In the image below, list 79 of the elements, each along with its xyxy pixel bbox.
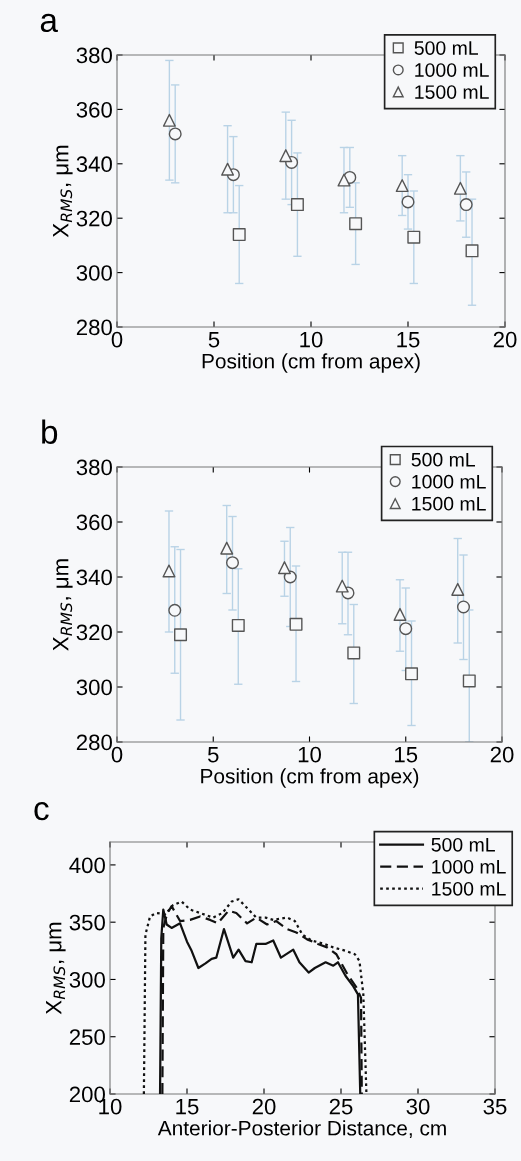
y-tick-label: 300: [76, 265, 112, 281]
point: [349, 217, 363, 231]
legend-label: 1000 mL: [415, 63, 489, 77]
legend-label: 500 mL: [414, 41, 478, 55]
legend-label: 1000 mL: [412, 474, 486, 489]
y-tick-label: 320: [76, 210, 112, 227]
point: [451, 582, 465, 596]
x-axis-title: Position (cm from apex): [201, 768, 419, 788]
x-tick-label: 20: [490, 746, 514, 763]
y-tick-label: 340: [76, 569, 112, 586]
point: [290, 198, 304, 212]
point: [174, 628, 188, 642]
x-tick-label: 0: [111, 746, 123, 763]
point: [453, 181, 467, 195]
point: [395, 179, 409, 193]
point: [225, 556, 240, 570]
point: [399, 622, 413, 636]
y-tick-label: 320: [76, 624, 112, 641]
point: [279, 149, 293, 163]
point: [168, 127, 182, 141]
y-axis-title: X$_{RMS}$, μm: [53, 145, 73, 238]
x-axis-title: Position (cm from apex): [202, 353, 420, 373]
x-tick-label: 10: [298, 746, 321, 763]
y-tick-label: 340: [76, 156, 112, 173]
point: [459, 198, 473, 212]
point: [405, 667, 419, 681]
x-tick-label: 5: [207, 746, 219, 763]
x-tick-label: 10: [300, 331, 323, 348]
y-axis-title: X$_{RMS}$, μm: [53, 559, 73, 651]
point: [162, 564, 176, 578]
y-tick-label: 280: [76, 734, 112, 751]
point: [337, 173, 351, 187]
x-tick-label: 15: [176, 1098, 199, 1115]
chart-title: b: [42, 419, 58, 444]
x-tick-label: 35: [483, 1098, 507, 1115]
x-tick-label: 30: [406, 1098, 430, 1115]
y-tick-label: 250: [69, 1029, 105, 1045]
legend-label: 1500 mL: [412, 496, 486, 511]
point: [168, 603, 182, 617]
point: [221, 162, 235, 176]
x-tick-label: 25: [329, 1098, 353, 1115]
point: [401, 195, 415, 209]
chart-title: a: [40, 13, 58, 33]
y-axis-title: X$_{RMS}$, μm: [46, 922, 66, 1015]
chart-title: c: [34, 802, 49, 821]
point: [456, 600, 471, 614]
point: [465, 244, 479, 258]
point: [289, 617, 303, 631]
point: [232, 228, 246, 242]
legend-label: 1000 mL: [432, 859, 506, 874]
y-tick-label: 360: [76, 101, 112, 118]
point: [162, 113, 176, 127]
x-tick-label: 0: [111, 331, 123, 348]
y-tick-label: 350: [69, 914, 105, 931]
point: [462, 674, 476, 688]
y-tick-label: 300: [69, 971, 105, 988]
x-tick-label: 5: [208, 331, 220, 348]
point: [407, 230, 421, 244]
y-tick-label: 380: [76, 459, 112, 476]
y-tick-label: 380: [76, 47, 112, 64]
legend-label: 1500 mL: [432, 881, 506, 896]
y-tick-label: 360: [76, 514, 112, 531]
x-tick-label: 15: [397, 331, 420, 348]
y-tick-label: 400: [69, 857, 105, 874]
point: [335, 579, 349, 593]
point: [277, 561, 291, 575]
point: [231, 618, 245, 632]
x-tick-label: 20: [493, 331, 517, 348]
y-tick-label: 280: [76, 319, 112, 336]
legend-label: 500 mL: [411, 452, 475, 467]
legend-label: 500 mL: [431, 837, 495, 852]
x-axis-title: Anterior-Posterior Distance, cm: [157, 1120, 446, 1139]
point: [393, 607, 407, 621]
legend-label: 1500 mL: [415, 85, 489, 99]
point: [347, 646, 361, 660]
point: [220, 541, 234, 555]
x-tick-label: 15: [395, 746, 418, 763]
y-tick-label: 300: [76, 679, 112, 696]
x-tick-label: 20: [252, 1098, 276, 1115]
